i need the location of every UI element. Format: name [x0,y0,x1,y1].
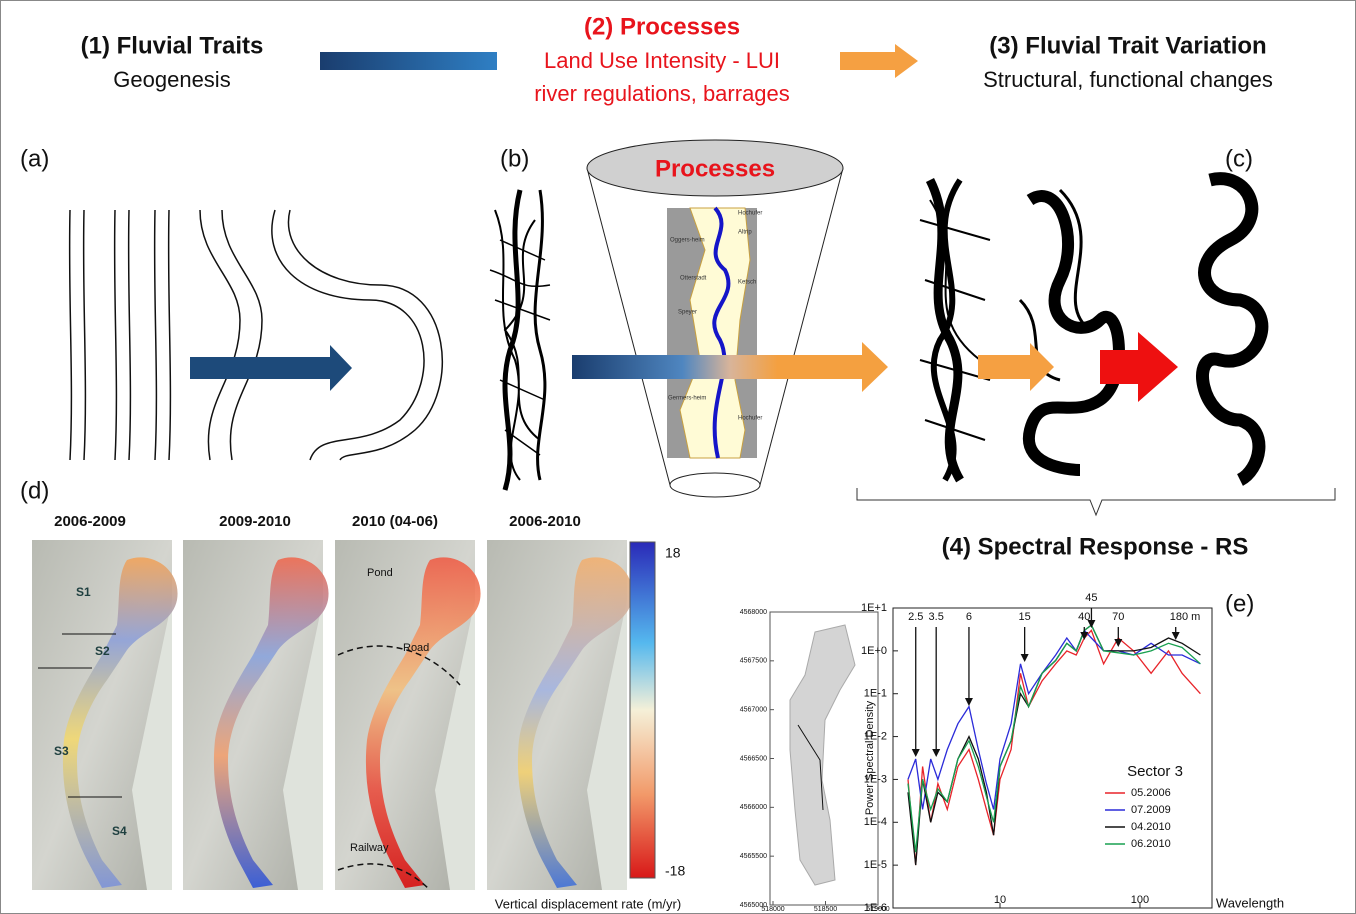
feature-label: Railway [350,842,389,854]
place-label: Hochufer [738,211,762,217]
displacement-map [487,540,633,890]
displacement-map [335,540,481,890]
y-tick-label: 1E-3 [864,773,887,785]
place-label: Hochufer [738,416,762,422]
panel-label: (e) [1225,590,1254,617]
colorbar-caption: Vertical displacement rate (m/yr) [495,896,681,911]
annotation-label: 2.5 [908,611,923,623]
colorbar-tick-label: -18 [665,863,685,879]
annotation-label: 6 [966,611,972,623]
map-title: 2006-2010 [509,513,581,530]
legend-title: Sector 3 [1127,763,1183,780]
y-tick-label: 1E-5 [864,859,887,871]
y-axis-label: Power Spectral Density [864,700,876,815]
header-title: (3) Fluvial Trait Variation [989,32,1266,59]
inset-x-tick-label: 518000 [761,906,784,913]
header-line: Land Use Intensity - LUI [544,48,780,73]
legend-label: 04.2010 [1131,821,1171,833]
panel-label: (a) [20,145,49,172]
displacement-map [183,540,329,890]
inset-y-tick-label: 4567500 [740,658,767,665]
place-label: Speyer [678,310,697,316]
place-label: Otterstadt [680,276,707,282]
inset-y-tick-label: 4566000 [740,804,767,811]
y-tick-label: 1E-4 [864,816,887,828]
colorbar [630,542,655,878]
y-tick-label: 1E-1 [864,688,887,700]
section-title: (4) Spectral Response - RS [942,533,1249,560]
header-line: river regulations, barrages [534,81,790,106]
map-title: 2010 (04-06) [352,513,438,530]
colorbar-tick-label: 18 [665,545,681,561]
legend-label: 07.2009 [1131,804,1171,816]
figure: (1) Fluvial Traits Geogenesis (2) Proces… [0,0,1356,914]
header-subtitle: Structural, functional changes [983,67,1273,92]
annotation-label: 45 [1085,592,1097,604]
gradient-bar [320,52,497,70]
header-title: (2) Processes [584,13,740,40]
inset-y-tick-label: 4568000 [740,609,767,616]
legend-label: 05.2006 [1131,787,1171,799]
place-label: Altrip [738,230,752,236]
annotation-label: 180 m [1170,611,1201,623]
y-tick-label: 1E-6 [864,902,887,914]
y-tick-label: 1E+1 [861,602,887,614]
sector-label: S3 [54,744,69,758]
header-subtitle: Geogenesis [113,67,230,92]
place-label: Ketsch [738,280,756,286]
inset-y-tick-label: 4567000 [740,707,767,714]
panel-label: (d) [20,477,49,504]
legend-label: 06.2010 [1131,838,1171,850]
inset-y-tick-label: 4566500 [740,755,767,762]
y-tick-label: 1E-2 [864,730,887,742]
sector-label: S4 [112,824,127,838]
inset-x-tick-label: 518500 [814,906,837,913]
y-tick-label: 1E+0 [861,645,887,657]
x-axis-label: Wavelength [1216,895,1284,910]
place-label: Germers-heim [668,396,706,402]
inset-y-tick-label: 4565500 [740,853,767,860]
header-title: (1) Fluvial Traits [81,32,264,59]
feature-label: Pond [367,567,393,579]
displacement-map [32,540,178,890]
place-label: Oggers-heim [670,238,705,244]
map-title: 2009-2010 [219,513,291,530]
sector-label: S2 [95,644,110,658]
map-title: 2006-2009 [54,513,126,530]
panel-label: (c) [1225,145,1253,172]
panel-label: (b) [500,145,529,172]
annotation-label: 3.5 [929,611,944,623]
feature-label: Road [403,642,429,654]
sector-label: S1 [76,585,91,599]
annotation-label: 15 [1019,611,1031,623]
annotation-label: 70 [1112,611,1124,623]
cone-title: Processes [655,155,775,182]
